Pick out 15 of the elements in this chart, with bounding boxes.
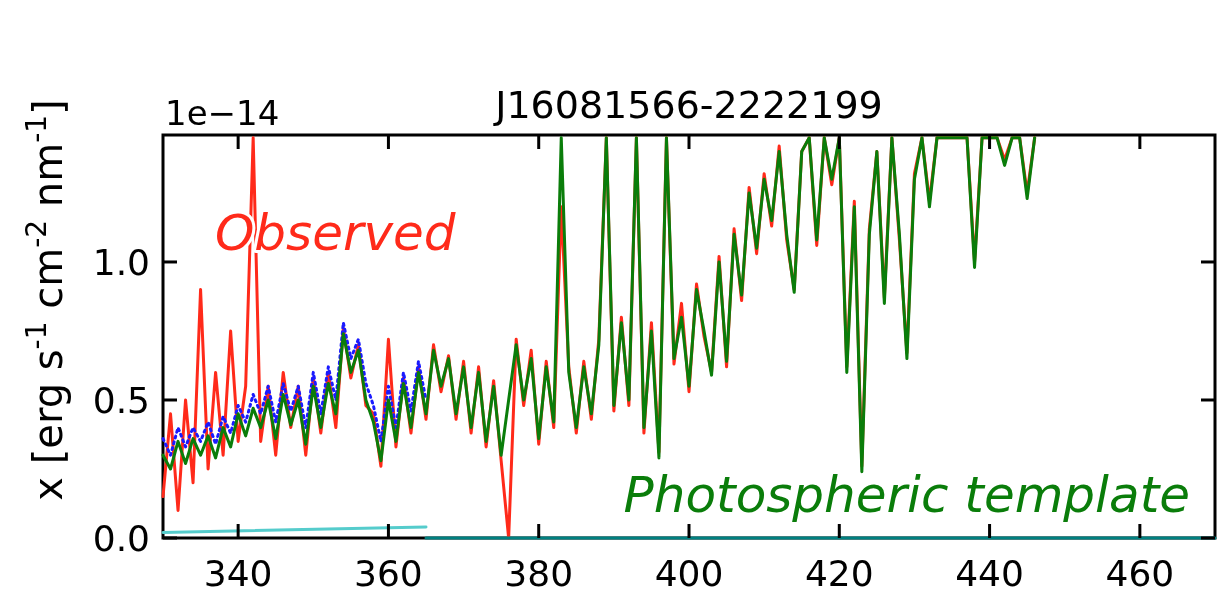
x-tick-label: 420: [804, 553, 874, 594]
y-tick-label: 0.0: [92, 517, 150, 559]
x-tick-label: 440: [955, 553, 1024, 594]
line-series: [161, 136, 1037, 474]
series-label: Photospheric template: [623, 466, 1190, 524]
text: 1e−14: [165, 93, 280, 133]
x-tick-label: 340: [203, 553, 273, 594]
x-tick-label: 400: [654, 553, 724, 594]
x-tick-label: 460: [1105, 553, 1175, 594]
line-series: [161, 321, 428, 457]
chart-title: J16081566-2222199: [493, 83, 883, 127]
x-tick-label: 380: [504, 553, 574, 594]
y-tick-label: 0.5: [92, 379, 150, 421]
x-tick-label: 360: [354, 553, 423, 594]
y-tick-label: 1.0: [92, 241, 150, 283]
